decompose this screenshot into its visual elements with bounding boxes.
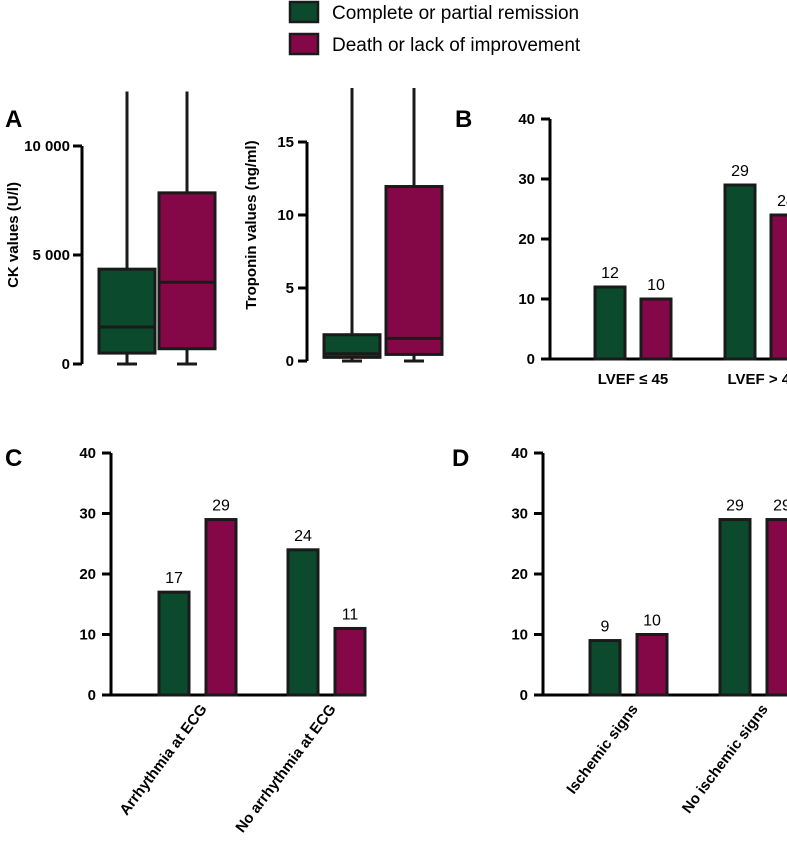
y-tick-label: 30 (518, 171, 535, 188)
y-tick-label: 20 (79, 566, 96, 583)
y-tick-label: 20 (511, 566, 528, 583)
y-tick-label: 0 (520, 687, 528, 704)
y-tick-label: 10 (518, 291, 535, 308)
bar (718, 518, 752, 697)
y-tick-label: 10 (79, 627, 96, 644)
bar (593, 285, 627, 361)
bar (204, 518, 238, 697)
x-category-label: Arrhythmia at ECG (116, 701, 210, 818)
bar (765, 518, 787, 697)
y-tick-label: 5 (286, 280, 294, 297)
panel-c-arrhythmia-bars: C 0 10 20 30 40 17 29 Arrhythmia at ECG 24 11 No ar… (5, 445, 367, 836)
box-1 (322, 333, 382, 359)
y-tick-label: 10 000 (24, 138, 70, 155)
y-tick-label: 30 (79, 506, 96, 523)
legend: Complete or partial remission Death or la… (288, 0, 581, 56)
bar (333, 626, 367, 697)
panel-b-lvef-bars: B 0 10 20 30 40 12 10 LVEF ≤ 45 29 24 LVEF > 45 (455, 106, 787, 388)
y-tick-label: 40 (79, 445, 96, 462)
legend-swatch-2 (288, 32, 320, 56)
y-tick-label: 10 (277, 207, 294, 224)
data-label: 12 (601, 265, 619, 282)
panel-label-d: D (452, 445, 469, 472)
data-label: 10 (643, 613, 661, 630)
data-label: 29 (726, 498, 744, 515)
bar (769, 213, 787, 361)
y-tick-label: 0 (88, 687, 96, 704)
bar (157, 590, 191, 697)
y-tick-label: 0 (527, 351, 535, 368)
data-label: 24 (777, 193, 787, 210)
y-tick-label: 0 (62, 356, 70, 373)
y-tick-label: 20 (518, 231, 535, 248)
data-label: 17 (165, 570, 183, 587)
data-label: 24 (294, 528, 312, 545)
panel-label-a: A (5, 106, 22, 133)
legend-swatch-1 (288, 0, 320, 24)
bar (588, 639, 622, 697)
panel-troponin-boxplot: 0 5 10 15 Troponin values (ng/ml) (243, 88, 444, 370)
panel-label-c: C (5, 445, 22, 472)
y-axis-title: Troponin values (ng/ml) (243, 140, 260, 309)
panel-a-ck-boxplot: A 0 5 000 10 000 CK values (U/l) (5, 91, 217, 373)
data-label: 11 (342, 606, 359, 623)
x-category-label: LVEF > 45 (727, 371, 787, 388)
legend-label-1: Complete or partial remission (332, 3, 579, 24)
data-label: 29 (773, 498, 787, 515)
y-tick-label: 40 (518, 111, 535, 128)
data-label: 9 (601, 619, 610, 636)
y-tick-label: 0 (286, 353, 294, 370)
y-tick-label: 15 (277, 134, 294, 151)
box-1 (97, 267, 157, 355)
x-category-label: LVEF ≤ 45 (598, 371, 668, 388)
y-axis-title: CK values (U/l) (5, 182, 22, 288)
y-tick-label: 10 (511, 627, 528, 644)
data-label: 10 (647, 277, 665, 294)
y-tick-label: 30 (511, 506, 528, 523)
y-tick-label: 5 000 (32, 247, 70, 264)
bar (635, 633, 669, 697)
bar (286, 548, 320, 697)
box-2 (384, 185, 444, 356)
bar (639, 297, 673, 361)
y-tick-label: 40 (511, 445, 528, 462)
panel-label-b: B (455, 106, 472, 133)
panel-d-ischemic-bars: D 0 10 20 30 40 9 10 Ischemic signs 29 29 No ischem… (452, 445, 787, 817)
bar (723, 183, 757, 361)
x-category-label: No arrhythmia at ECG (232, 701, 339, 836)
data-label: 29 (212, 498, 230, 515)
x-category-label: No ischemic signs (679, 701, 772, 816)
legend-label-2: Death or lack of improvement (332, 35, 581, 56)
box-2 (157, 191, 217, 351)
data-label: 29 (731, 163, 749, 180)
x-category-label: Ischemic signs (563, 701, 641, 797)
